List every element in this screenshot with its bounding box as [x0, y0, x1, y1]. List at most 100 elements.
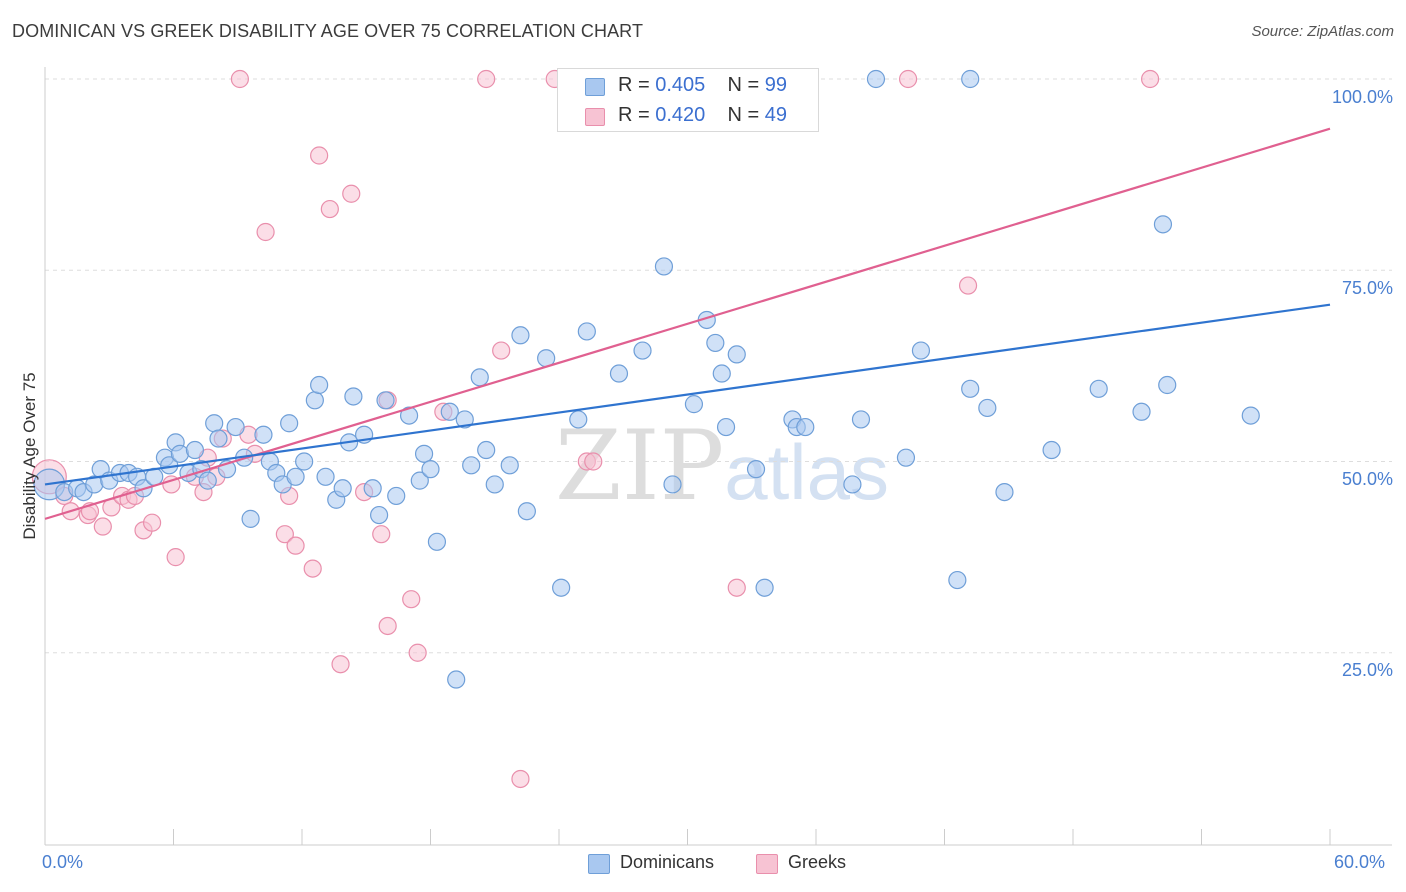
- dominicans-point: [961, 379, 980, 398]
- greeks-point: [402, 590, 421, 609]
- y-tick-label-25: 25.0%: [1341, 660, 1393, 680]
- dominicans-point: [344, 387, 363, 406]
- r-label: R =: [618, 104, 650, 126]
- greeks-point: [378, 616, 397, 636]
- stats-text: R = 0.420 N = 49: [618, 104, 787, 127]
- r-value: 0.420: [655, 104, 706, 126]
- greeks-point: [342, 184, 361, 203]
- legend-swatch-greeks: [756, 854, 778, 874]
- dominicans-point: [978, 398, 997, 418]
- stats-box: R = 0.405 N = 99 R = 0.420 N = 49: [557, 68, 819, 132]
- dominicans-point: [470, 368, 489, 387]
- greeks-point: [584, 452, 603, 471]
- dominicans-point: [387, 486, 406, 506]
- greeks-point: [727, 578, 746, 597]
- dominicans-point: [609, 364, 629, 383]
- dominicans-point: [185, 440, 205, 460]
- greeks-point: [166, 548, 185, 567]
- dominicans-point: [896, 448, 916, 467]
- greeks-point: [958, 276, 978, 295]
- dominicans-point: [376, 391, 395, 410]
- dominicans-point: [254, 425, 273, 444]
- stats-text: R = 0.405 N = 99: [618, 74, 787, 97]
- dominicans-point: [241, 509, 260, 528]
- dominicans-point: [440, 402, 459, 421]
- greeks-point: [511, 769, 530, 789]
- dominicans-point: [948, 570, 967, 590]
- dominicans-point: [414, 444, 434, 463]
- dominicans-point: [577, 322, 596, 341]
- dominicans-point: [706, 333, 725, 353]
- dominicans-point: [1153, 215, 1173, 234]
- greeks-point: [142, 513, 162, 532]
- dominicans-point: [485, 475, 504, 494]
- dominicans-point: [654, 257, 674, 276]
- n-value: 99: [764, 74, 788, 96]
- dominicans-point: [209, 429, 228, 448]
- dominicans-point: [552, 578, 571, 597]
- dominicans-point: [712, 364, 731, 383]
- greeks-point: [275, 525, 294, 544]
- dominicans-point: [755, 578, 774, 597]
- dominicans-point: [477, 440, 496, 460]
- dominicans-point: [569, 410, 588, 429]
- y-tick-label-50: 50.0%: [1341, 469, 1393, 489]
- dominicans-point: [333, 479, 352, 498]
- dominicans-point: [746, 460, 766, 479]
- y-axis-label: Disability Age Over 75: [20, 372, 39, 540]
- n-label: N =: [727, 104, 760, 126]
- dominicans-point: [633, 341, 652, 360]
- x-tick-label-max: 60.0%: [1334, 852, 1386, 872]
- dominicans-point: [517, 502, 536, 521]
- dominicans-point: [410, 471, 429, 490]
- dominicans-point: [286, 467, 305, 486]
- greeks-point: [320, 199, 339, 219]
- greeks-swatch: [585, 108, 605, 126]
- legend-label-greeks: Greeks: [788, 852, 847, 872]
- dominicans-point: [511, 326, 530, 345]
- greeks-point: [310, 146, 329, 165]
- dominicans-point: [370, 505, 389, 525]
- dominicans-point: [1089, 379, 1108, 398]
- dominicans-point: [399, 406, 419, 425]
- greeks-point: [408, 643, 427, 662]
- dominicans-point: [305, 391, 324, 410]
- dominicans-point: [462, 456, 481, 475]
- greeks-point: [331, 655, 350, 674]
- dominicans-point: [684, 395, 704, 414]
- dominicans-swatch: [585, 78, 605, 96]
- dominicans-point: [911, 341, 931, 360]
- dominicans-point: [866, 69, 886, 89]
- greeks-point: [256, 222, 275, 242]
- r-label: R =: [618, 74, 650, 96]
- dominicans-point: [1241, 406, 1260, 425]
- greeks-point: [1140, 69, 1160, 89]
- stats-row-greeks: R = 0.420 N = 49: [558, 101, 818, 131]
- dominicans-point: [995, 483, 1014, 502]
- dominicans-point: [427, 532, 447, 551]
- y-tick-label-100: 100.0%: [1331, 87, 1393, 107]
- dominicans-point: [716, 417, 736, 437]
- n-label: N =: [727, 74, 760, 96]
- greeks-point: [477, 69, 496, 89]
- dominicans-point: [851, 410, 871, 429]
- dominicans-trendline: [44, 303, 1331, 486]
- dominicans-point: [316, 467, 335, 486]
- greeks-point: [898, 69, 918, 89]
- chart-title: DOMINICAN VS GREEK DISABILITY AGE OVER 7…: [12, 21, 644, 41]
- dominicans-point: [1158, 375, 1177, 395]
- dominicans-points: [33, 69, 1260, 689]
- dominicans-point: [295, 452, 314, 471]
- dominicans-point: [198, 471, 217, 490]
- greeks-points: [31, 69, 1160, 789]
- axes: [44, 67, 1392, 846]
- dominicans-point: [310, 375, 329, 395]
- greeks-point: [492, 341, 511, 360]
- dominicans-point: [1132, 402, 1151, 421]
- legend-label-dominicans: Dominicans: [620, 852, 715, 872]
- greeks-point: [286, 536, 305, 555]
- dominicans-point: [1042, 440, 1061, 460]
- dominicans-point: [455, 410, 474, 429]
- dominicans-point: [727, 345, 746, 364]
